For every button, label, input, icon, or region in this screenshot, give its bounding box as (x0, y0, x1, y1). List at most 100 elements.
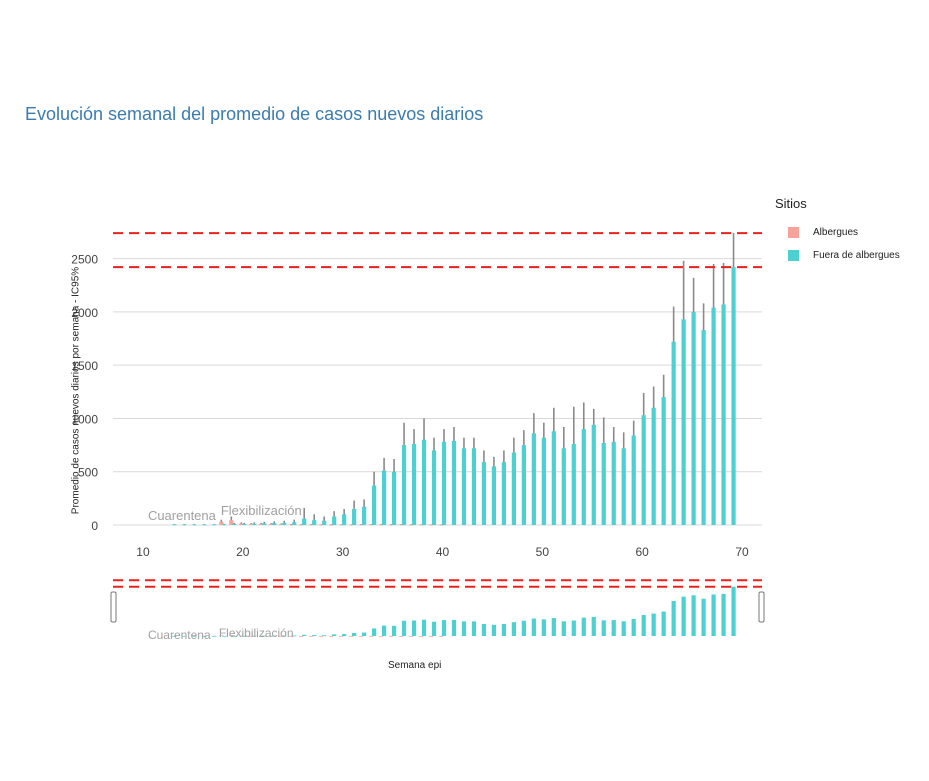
fuera-albergues-bar (621, 448, 626, 525)
main-annotations: Cuarentena Flexibilización (148, 503, 302, 523)
fuera-albergues-bar (391, 471, 397, 525)
navigator-fuera-albergues-bar (322, 635, 327, 636)
navigator-albergues-bar (329, 635, 334, 637)
y-tick-label: 0 (91, 519, 98, 533)
range-navigator[interactable]: Cuarentena Flexibilización (110, 579, 765, 642)
navigator-fuera-albergues-bar (621, 621, 626, 636)
navigator-fuera-albergues-bar (312, 635, 317, 636)
fuera-albergues-bar (302, 518, 307, 525)
fuera-albergues-bar (182, 524, 187, 526)
x-tick-label: 60 (636, 545, 650, 559)
albergues-bar (438, 524, 444, 526)
fuera-albergues-bar (601, 442, 606, 525)
albergues-bar (378, 524, 384, 526)
fuera-albergues-bar (401, 445, 407, 525)
navigator-fuera-albergues-bar (721, 593, 726, 636)
albergues-bar (339, 524, 344, 526)
navigator-left-handle[interactable] (110, 591, 117, 623)
fuera-albergues-bar (342, 514, 347, 525)
albergues-bar (289, 524, 294, 526)
navigator-fuera-albergues-bar (282, 635, 287, 637)
navigator-albergues-bar (438, 635, 444, 637)
navigator-fuera-albergues-bar (461, 621, 467, 636)
fuera-albergues-bar (212, 524, 217, 526)
navigator-fuera-albergues-bar (711, 594, 716, 636)
fuera-albergues-bar (541, 437, 546, 525)
navigator-fuera-albergues-bar (701, 598, 706, 636)
navigator-albergues-bar (388, 635, 394, 637)
x-axis-label: Semana epi (388, 660, 442, 671)
navigator-fuera-albergues-bar (651, 613, 656, 636)
albergues-bar (388, 524, 394, 526)
navigator-fuera-albergues-bar (362, 632, 367, 636)
fuera-albergues-bar (282, 522, 287, 525)
navigator-fuera-albergues-bar (551, 618, 556, 636)
navigator-albergues-bar (378, 635, 384, 637)
y-tick-label: 500 (78, 466, 98, 480)
legend-title: Sitios (775, 196, 807, 211)
navigator-albergues-bar (418, 635, 424, 637)
navigator-albergues-bar (319, 635, 324, 637)
fuera-albergues-bar (481, 462, 487, 525)
fuera-albergues-bar (531, 433, 536, 525)
navigator-fuera-albergues-bar (531, 618, 536, 636)
fuera-albergues-bar (691, 311, 696, 525)
x-tick-label: 40 (436, 545, 450, 559)
navigator-fuera-albergues-bar (262, 635, 267, 637)
x-tick-label: 10 (136, 545, 150, 559)
navigator-fuera-albergues-bar (581, 617, 586, 636)
legend-swatch-fuera (788, 250, 799, 261)
x-tick-label: 30 (336, 545, 350, 559)
navigator-fuera-albergues-bar (731, 586, 736, 636)
navigator-albergues-bar (369, 635, 374, 637)
legend-item-albergues[interactable]: Albergues (775, 227, 900, 238)
fuera-albergues-bar (471, 448, 477, 525)
y-tick-labels: 0 500 1000 1500 2000 2500 (71, 253, 98, 533)
fuera-albergues-bar (421, 439, 427, 525)
navigator-albergues-bar (279, 635, 284, 637)
fuera-albergues-bar (322, 520, 327, 525)
albergues-bar (408, 524, 414, 526)
navigator-albergues-bar (398, 635, 404, 637)
fuera-albergues-bar (362, 506, 367, 525)
navigator-fuera-albergues-bar (302, 634, 307, 636)
navigator-albergues-bar (359, 635, 364, 637)
navigator-right-handle[interactable] (758, 591, 765, 623)
legend-item-fuera[interactable]: Fuera de albergues (775, 250, 900, 261)
navigator-albergues-bar (299, 635, 304, 637)
y-tick-label: 2000 (71, 306, 98, 320)
reference-lines (113, 232, 762, 269)
fuera-albergues-bar (591, 424, 596, 525)
navigator-fuera-albergues-bar (441, 620, 447, 636)
fuera-albergues-bar (721, 304, 726, 525)
albergues-bar (219, 521, 224, 525)
navigator-fuera-albergues-bar (631, 618, 636, 636)
albergues-bar (398, 524, 404, 526)
legend: Sitios Albergues Fuera de albergues (775, 196, 900, 273)
fuera-albergues-bar (431, 450, 437, 525)
navigator-fuera-albergues-bar (232, 635, 237, 637)
fuera-albergues-bar (352, 509, 357, 525)
annotation-flexibilizacion: Flexibilización (221, 503, 302, 518)
navigator-fuera-albergues-bar (272, 635, 277, 637)
navigator-fuera-albergues-bar (491, 624, 497, 636)
navigator-fuera-albergues-bar (242, 635, 247, 637)
fuera-albergues-bar (332, 516, 337, 525)
fuera-albergues-bar (192, 524, 197, 526)
fuera-albergues-bar (611, 441, 616, 525)
navigator-albergues-bar (269, 635, 274, 637)
fuera-albergues-bar (491, 466, 497, 525)
navigator-albergues-bar (289, 635, 294, 637)
navigator-fuera-albergues-bar (292, 635, 297, 637)
legend-label-albergues: Albergues (813, 227, 859, 238)
navigator-annotation-cuarentena: Cuarentena (148, 628, 211, 642)
fuera-albergues-bar (711, 307, 716, 525)
navigator-fuera-albergues-bar (501, 623, 506, 636)
fuera-albergues-bar (292, 522, 297, 525)
navigator-fuera-albergues-bar (252, 635, 257, 637)
y-tick-label: 1500 (71, 359, 98, 373)
fuera-albergues-bar (561, 448, 566, 525)
navigator-fuera-albergues-bar (541, 619, 546, 636)
x-tick-label: 20 (236, 545, 250, 559)
